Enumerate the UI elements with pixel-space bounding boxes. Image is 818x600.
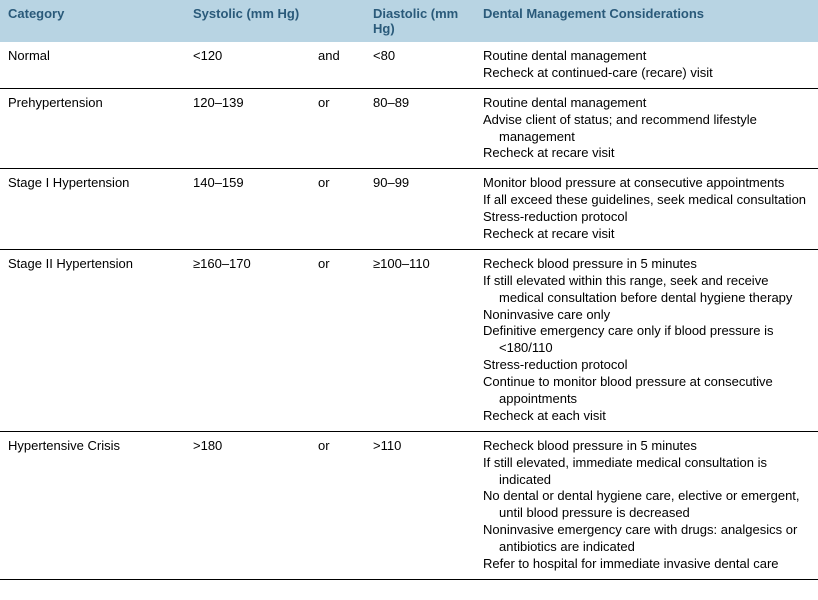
- table-row: Hypertensive Crisis>180or>110Recheck blo…: [0, 431, 818, 579]
- cell-category: Normal: [0, 42, 185, 88]
- cell-diastolic: 90–99: [365, 169, 475, 250]
- table-row: Stage I Hypertension140–159or90–99 Monito…: [0, 169, 818, 250]
- cell-systolic: <120: [185, 42, 310, 88]
- table-header-row: Category Systolic (mm Hg) Diastolic (mm …: [0, 0, 818, 42]
- management-line: If all exceed these guidelines, seek med…: [483, 192, 810, 209]
- header-category: Category: [0, 0, 185, 42]
- cell-management: Recheck blood pressure in 5 minutesIf st…: [475, 249, 818, 431]
- cell-systolic: ≥160–170: [185, 249, 310, 431]
- header-systolic: Systolic (mm Hg): [185, 0, 310, 42]
- cell-conjunction: or: [310, 169, 365, 250]
- management-line: No dental or dental hygiene care, electi…: [483, 488, 810, 522]
- header-diastolic: Diastolic (mm Hg): [365, 0, 475, 42]
- table-row: Prehypertension120–139or80–89Routine den…: [0, 88, 818, 169]
- management-line: Recheck at continued-care (recare) visit: [483, 65, 810, 82]
- table-row: Stage II Hypertension≥160–170or≥100–110R…: [0, 249, 818, 431]
- management-line: Recheck blood pressure in 5 minutes: [483, 256, 810, 273]
- cell-conjunction: or: [310, 431, 365, 579]
- management-line: Stress-reduction protocol: [483, 357, 810, 374]
- management-line: Routine dental management: [483, 95, 810, 112]
- cell-diastolic: ≥100–110: [365, 249, 475, 431]
- management-line: Noninvasive emergency care with drugs: a…: [483, 522, 810, 556]
- header-management: Dental Management Considerations: [475, 0, 818, 42]
- cell-systolic: >180: [185, 431, 310, 579]
- table-body: Normal<120and<80Routine dental managemen…: [0, 42, 818, 579]
- management-line: Continue to monitor blood pressure at co…: [483, 374, 810, 408]
- cell-management: Monitor blood pressure at consecutive ap…: [475, 169, 818, 250]
- management-line: Refer to hospital for immediate invasive…: [483, 556, 810, 573]
- cell-conjunction: or: [310, 249, 365, 431]
- cell-diastolic: <80: [365, 42, 475, 88]
- management-line: If still elevated, immediate medical con…: [483, 455, 810, 489]
- cell-category: Prehypertension: [0, 88, 185, 169]
- management-line: Advise client of status; and recommend l…: [483, 112, 810, 146]
- management-line: Definitive emergency care only if blood …: [483, 323, 810, 357]
- cell-diastolic: 80–89: [365, 88, 475, 169]
- cell-systolic: 140–159: [185, 169, 310, 250]
- cell-systolic: 120–139: [185, 88, 310, 169]
- cell-management: Routine dental managementRecheck at cont…: [475, 42, 818, 88]
- cell-category: Stage I Hypertension: [0, 169, 185, 250]
- cell-diastolic: >110: [365, 431, 475, 579]
- cell-management: Routine dental managementAdvise client o…: [475, 88, 818, 169]
- cell-management: Recheck blood pressure in 5 minutesIf st…: [475, 431, 818, 579]
- management-line: Routine dental management: [483, 48, 810, 65]
- management-line: Recheck at each visit: [483, 408, 810, 425]
- management-line: Recheck blood pressure in 5 minutes: [483, 438, 810, 455]
- header-conj: [310, 0, 365, 42]
- management-line: If still elevated within this range, see…: [483, 273, 810, 307]
- management-line: Monitor blood pressure at consecutive ap…: [483, 175, 810, 192]
- management-line: Recheck at recare visit: [483, 145, 810, 162]
- management-line: Noninvasive care only: [483, 307, 810, 324]
- cell-conjunction: or: [310, 88, 365, 169]
- cell-category: Stage II Hypertension: [0, 249, 185, 431]
- table-row: Normal<120and<80Routine dental managemen…: [0, 42, 818, 88]
- cell-conjunction: and: [310, 42, 365, 88]
- bp-management-table: Category Systolic (mm Hg) Diastolic (mm …: [0, 0, 818, 580]
- management-line: Stress-reduction protocol: [483, 209, 810, 226]
- cell-category: Hypertensive Crisis: [0, 431, 185, 579]
- management-line: Recheck at recare visit: [483, 226, 810, 243]
